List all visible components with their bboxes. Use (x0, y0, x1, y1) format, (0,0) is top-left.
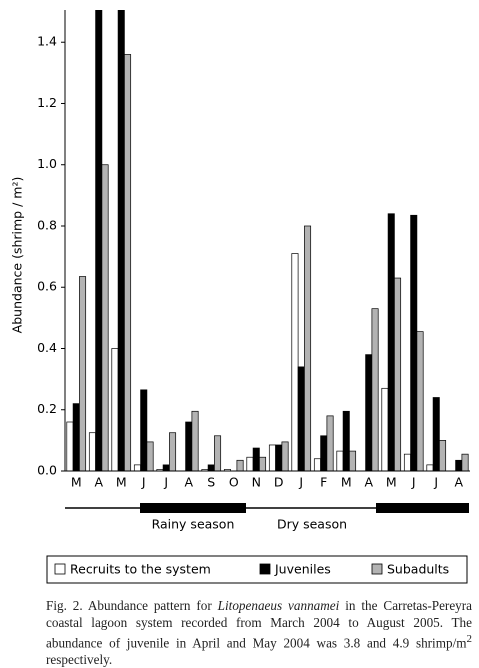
x-tick-label: J (163, 475, 168, 490)
caption-text: respectively. (46, 652, 113, 668)
x-tick-label: M (116, 475, 127, 490)
x-tick-label: M (341, 475, 352, 490)
bar (275, 444, 283, 471)
bar (326, 415, 334, 471)
bar (455, 459, 463, 471)
bar (133, 464, 141, 471)
bar (111, 348, 119, 471)
bar (185, 421, 193, 471)
bar (336, 450, 344, 471)
chart: Abundance (shrimp / m²) Rainy season Dry… (10, 10, 470, 584)
y-tick-label: 0.4 (37, 340, 57, 355)
x-tick-label: J (411, 475, 416, 490)
bar (246, 456, 254, 471)
x-tick-label: J (141, 475, 146, 490)
bar (88, 432, 96, 471)
bar (79, 276, 87, 471)
bar (207, 464, 215, 471)
bar (304, 225, 312, 471)
y-axis-label: Abundance (shrimp / m²) (10, 177, 25, 334)
bar (297, 366, 305, 471)
legend-label: Subadults (387, 562, 449, 577)
legend-swatch (259, 563, 271, 575)
x-tick-label: N (252, 475, 261, 490)
bar (162, 464, 170, 471)
bar (252, 447, 260, 471)
bar (387, 213, 395, 471)
bar (320, 435, 328, 471)
legend-box (46, 555, 468, 584)
x-tick-label: A (454, 475, 463, 490)
bar (426, 464, 434, 471)
y-tick-label: 0.6 (37, 279, 57, 294)
bar (117, 10, 125, 471)
bar (281, 441, 289, 471)
caption-sup: 2 (466, 633, 473, 645)
x-tick-label: D (274, 475, 284, 490)
x-tick-label: J (433, 475, 438, 490)
legend-swatch (371, 563, 383, 575)
x-tick-label: S (207, 475, 215, 490)
bar (410, 214, 418, 471)
x-tick-label: A (94, 475, 103, 490)
bar (461, 453, 469, 471)
bar (291, 253, 299, 471)
caption-text: in the Carretas-Pereyra coastal lagoon s… (46, 598, 473, 651)
bar (101, 164, 109, 471)
bar (140, 389, 148, 471)
bar (66, 421, 74, 471)
x-tick-label: M (71, 475, 82, 490)
rainy-season-bar (140, 503, 246, 513)
bar (349, 450, 357, 471)
bar (342, 410, 350, 471)
caption-species: Litopenaeus vannamei (217, 598, 340, 613)
x-tick-label: A (364, 475, 373, 490)
season-label: Dry season (277, 517, 347, 532)
bar (403, 453, 411, 471)
bar (371, 308, 379, 471)
y-tick-label: 0.8 (37, 217, 57, 232)
x-tick-label: A (184, 475, 193, 490)
caption-text: Fig. 2. Abundance pattern for (46, 598, 218, 613)
legend-label: Juveniles (274, 562, 331, 577)
bar (169, 432, 177, 471)
bar (259, 456, 267, 471)
season-bar (376, 503, 469, 513)
legend-label: Recruits to the system (70, 562, 211, 577)
x-tick-label: M (386, 475, 397, 490)
y-tick-label: 1.0 (37, 156, 57, 171)
x-tick-label: O (229, 475, 239, 490)
bar (124, 54, 132, 471)
y-tick-label: 1.2 (37, 95, 57, 110)
bars (66, 10, 469, 471)
season-label: Rainy season (152, 517, 235, 532)
y-tick-label: 1.4 (37, 34, 57, 49)
x-tick-label: F (320, 475, 327, 490)
bar (146, 441, 154, 471)
bar (72, 403, 80, 471)
y-tick-label: 0.2 (37, 401, 57, 416)
bar (95, 10, 103, 471)
legend-swatch (54, 563, 66, 575)
bar (381, 387, 389, 471)
y-tick-label: 0.0 (37, 463, 57, 478)
bar (394, 277, 402, 471)
x-tick-label: J (298, 475, 303, 490)
bar (268, 444, 276, 471)
bar (313, 458, 321, 471)
bar (236, 459, 244, 471)
bar (432, 397, 440, 471)
bar (365, 354, 373, 471)
caption: Fig. 2. Abundance pattern for Litopenaeu… (46, 597, 472, 668)
bar (416, 331, 424, 471)
bar (191, 410, 199, 471)
bar (439, 440, 447, 471)
bar (214, 435, 222, 471)
